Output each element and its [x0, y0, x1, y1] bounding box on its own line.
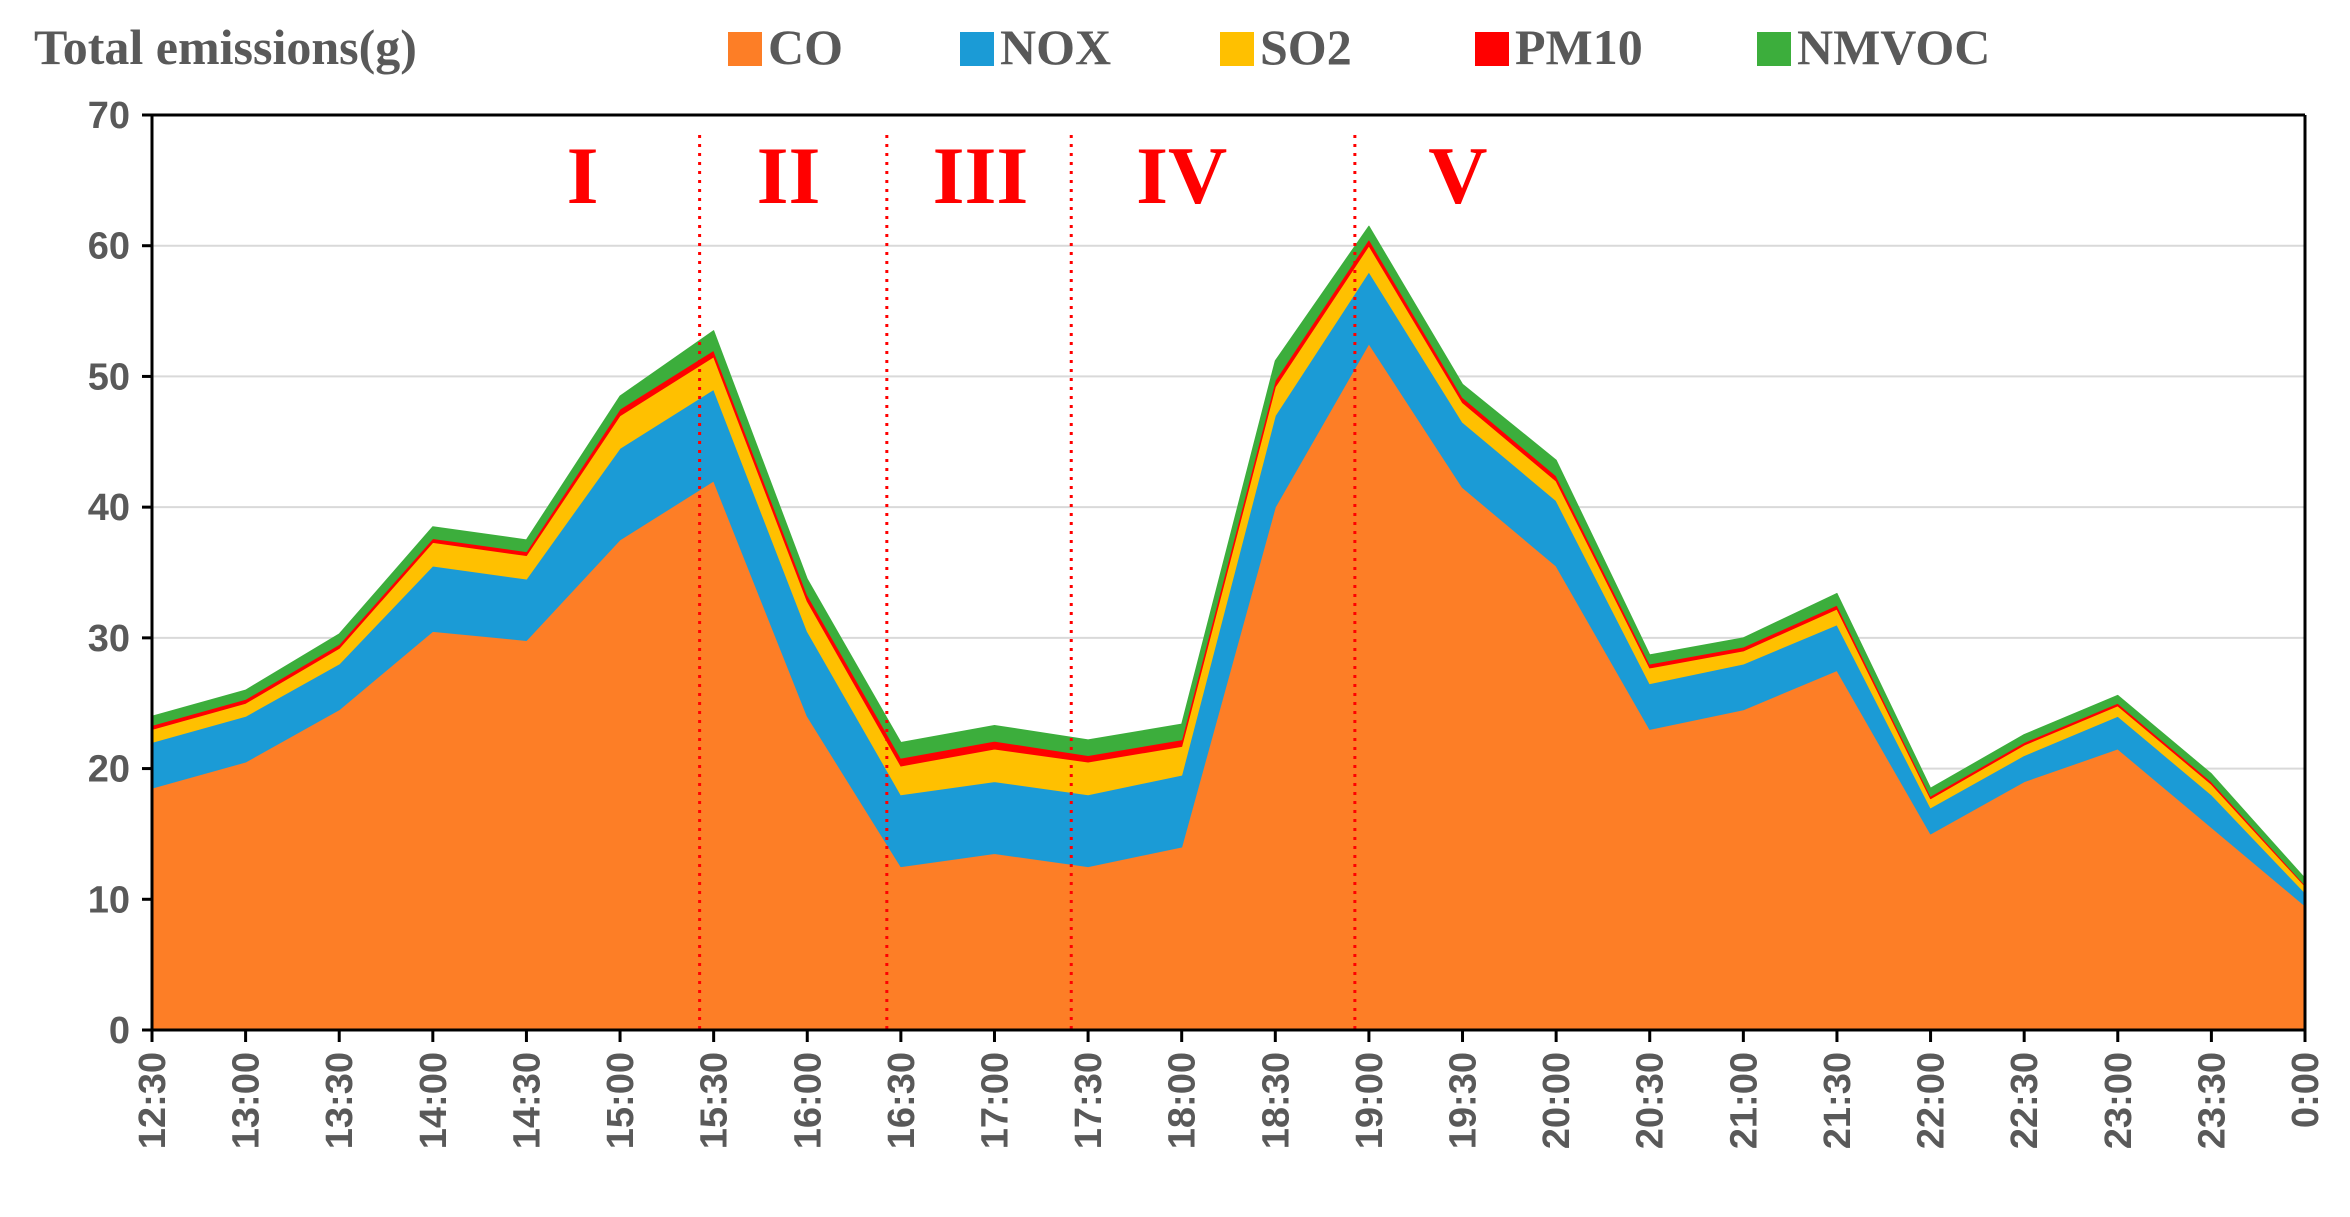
x-tick-label: 21:00 — [1723, 1052, 1765, 1149]
x-tick-label: 20:30 — [1630, 1052, 1672, 1149]
x-tick-label: 23:30 — [2191, 1052, 2233, 1149]
legend-swatch-nmvoc — [1757, 32, 1791, 66]
legend-swatch-so2 — [1220, 32, 1254, 66]
x-tick-label: 18:30 — [1255, 1052, 1297, 1149]
x-tick-label: 22:00 — [1911, 1052, 1953, 1149]
x-tick-label: 15:00 — [600, 1052, 642, 1149]
x-tick-label: 14:00 — [413, 1052, 455, 1149]
x-tick-label: 20:00 — [1536, 1052, 1578, 1149]
legend-label-co: CO — [768, 19, 843, 75]
legend-label-so2: SO2 — [1260, 19, 1352, 75]
axes — [142, 113, 2307, 1042]
stacked-areas — [151, 225, 2306, 1031]
x-tick-label: 16:30 — [881, 1052, 923, 1149]
period-label-IV: IV — [1136, 130, 1227, 221]
x-tick-label: 0:00 — [2285, 1052, 2327, 1128]
legend-label-pm10: PM10 — [1515, 19, 1643, 75]
legend-label-nmvoc: NMVOC — [1797, 19, 1990, 75]
x-tick-label: 12:30 — [132, 1052, 174, 1149]
legend-swatch-nox — [960, 32, 994, 66]
x-tick-label: 13:00 — [226, 1052, 268, 1149]
x-tick-label: 22:30 — [2004, 1052, 2046, 1149]
period-label-II: II — [757, 130, 821, 221]
x-tick-label: 21:30 — [1817, 1052, 1859, 1149]
area-co — [151, 343, 2306, 1031]
x-tick-label: 23:00 — [2098, 1052, 2140, 1149]
y-tick-label: 40 — [88, 487, 130, 529]
x-tick-label: 13:30 — [319, 1052, 361, 1149]
legend: CO NOX SO2 PM10 NMVOC — [728, 19, 1990, 75]
period-label-I: I — [567, 130, 599, 221]
y-tick-labels: 0 10 20 30 40 50 60 70 — [88, 95, 130, 1052]
period-label-III: III — [933, 130, 1029, 221]
legend-swatch-co — [728, 32, 762, 66]
x-tick-label: 16:00 — [787, 1052, 829, 1149]
x-tick-label: 15:30 — [694, 1052, 736, 1149]
y-tick-label: 50 — [88, 356, 130, 398]
x-tick-label: 18:00 — [1162, 1052, 1204, 1149]
y-tick-label: 70 — [88, 95, 130, 137]
legend-label-nox: NOX — [1000, 19, 1111, 75]
x-tick-label: 19:30 — [1443, 1052, 1485, 1149]
y-tick-label: 10 — [88, 879, 130, 921]
period-labels: I II III IV V — [567, 130, 1488, 221]
period-label-V: V — [1428, 130, 1487, 221]
x-tick-label: 17:30 — [1068, 1052, 1110, 1149]
x-tick-label: 17:00 — [974, 1052, 1016, 1149]
y-tick-label: 30 — [88, 618, 130, 660]
y-tick-label: 0 — [109, 1010, 130, 1052]
chart-title: Total emissions(g) — [34, 19, 417, 75]
y-tick-label: 60 — [88, 226, 130, 268]
x-tick-label: 14:30 — [506, 1052, 548, 1149]
legend-swatch-pm10 — [1475, 32, 1509, 66]
y-tick-label: 20 — [88, 749, 130, 791]
x-tick-labels: 12:30 13:00 13:30 14:00 14:30 15:00 15:30 16:00… — [132, 1052, 2327, 1149]
x-tick-label: 19:00 — [1349, 1052, 1391, 1149]
